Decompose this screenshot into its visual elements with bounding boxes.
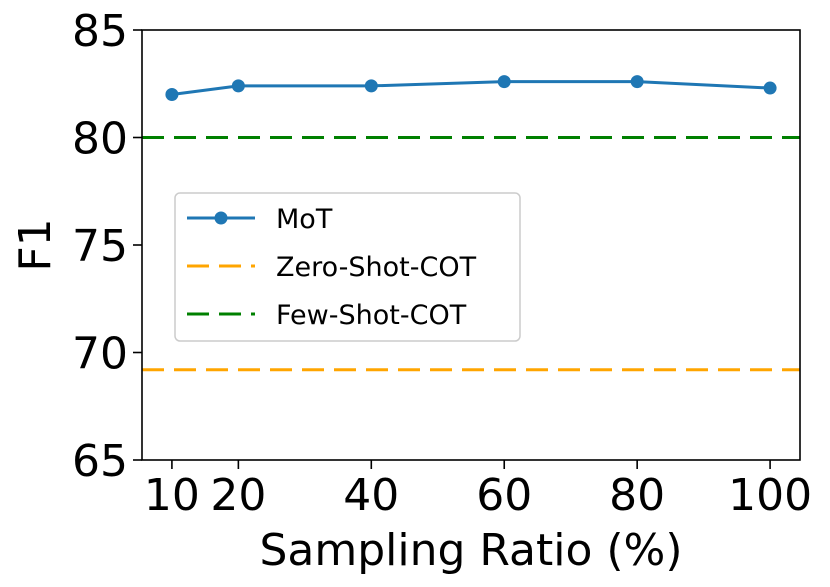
y-tick-label: 80 <box>72 114 128 165</box>
x-tick-label: 40 <box>343 470 399 521</box>
y-axis-title: F1 <box>10 218 61 271</box>
y-tick-label: 85 <box>72 6 128 57</box>
mot-data-point <box>763 81 777 95</box>
legend-zero-shot-cot-label: Zero-Shot-COT <box>276 252 477 283</box>
mot-series-line <box>171 80 771 96</box>
mot-data-point <box>630 75 644 89</box>
y-tick-label: 70 <box>72 329 128 380</box>
legend-mot-marker <box>214 211 228 225</box>
legend-box <box>174 192 521 342</box>
mot-data-point <box>165 88 179 101</box>
x-tick-label: 100 <box>728 470 812 521</box>
x-tick-label: 60 <box>476 470 532 521</box>
x-tick-label: 20 <box>210 470 266 521</box>
legend: MoT Zero-Shot-COT Few-Shot-COT <box>174 192 521 342</box>
x-axis-ticks: 10 20 40 60 80 100 <box>144 460 812 521</box>
x-tick-label: 80 <box>609 470 665 521</box>
legend-mot-label: MoT <box>276 204 333 235</box>
x-tick-label: 10 <box>144 470 200 521</box>
y-tick-label: 65 <box>72 436 128 487</box>
mot-data-point <box>497 75 511 89</box>
series-lines <box>171 80 771 96</box>
mot-data-point <box>364 79 378 93</box>
y-axis-ticks: 65 70 75 80 85 <box>72 6 142 487</box>
reference-lines <box>142 136 800 372</box>
legend-few-shot-cot-label: Few-Shot-COT <box>276 300 467 331</box>
y-tick-label: 75 <box>72 221 128 272</box>
x-axis-title: Sampling Ratio (%) <box>259 525 682 576</box>
mot-data-point <box>231 79 245 93</box>
series-markers <box>165 75 777 101</box>
